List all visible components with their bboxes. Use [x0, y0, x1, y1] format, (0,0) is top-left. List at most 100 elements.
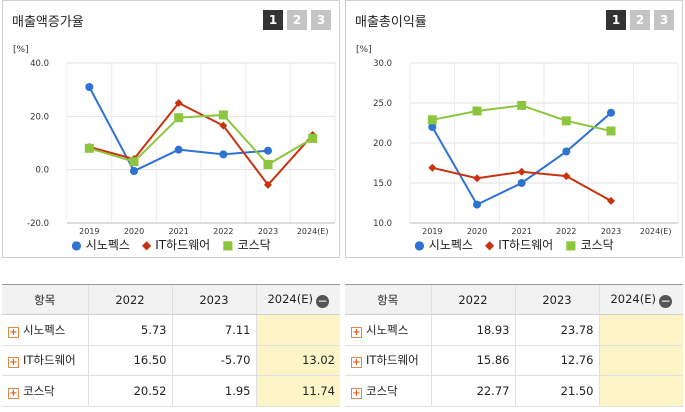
x-tick-label: 2022: [556, 227, 576, 236]
y-unit-label: [%]: [13, 45, 29, 55]
header-item: 항목: [345, 284, 431, 315]
data-point: [264, 146, 272, 155]
collapse-icon[interactable]: −: [316, 293, 329, 308]
series-line: [89, 113, 314, 166]
cell-value: 13.02: [255, 345, 340, 376]
chart-panel-gross-margin: 매출총이익률 1 2 3 [%] 30.0 25.0 20.0 15.0 10.0 2019…: [345, 0, 683, 258]
page-1-button[interactable]: 1: [263, 10, 283, 30]
row-name[interactable]: + 시노펙스: [2, 314, 88, 346]
legend: ● 시노펙스 ◆ IT하드웨어 ■ 코스닥: [3, 236, 339, 253]
x-tick-label: 2020: [467, 227, 487, 236]
y-tick-label: 20.0: [30, 112, 49, 122]
x-tick-label: 2024(E): [640, 227, 672, 236]
data-table-gross-margin: 항목 2022 2023 2024(E) − + 시노펙스 18.93 23.78 …: [345, 284, 683, 407]
data-point: [517, 179, 526, 187]
data-point: [562, 172, 571, 181]
row-label: 코스닥: [366, 383, 398, 398]
row-label: 코스닥: [23, 383, 55, 398]
row-name[interactable]: + 코스닥: [345, 375, 431, 407]
legend: ● 시노펙스 ◆ IT하드웨어 ■ 코스닥: [346, 236, 682, 253]
cell-value: 23.78: [514, 314, 599, 346]
data-point: [174, 113, 184, 123]
data-point: [607, 108, 615, 117]
cell-value: [255, 314, 340, 346]
x-tick-label: 2019: [79, 227, 99, 236]
legend-label: IT하드웨어: [498, 238, 554, 252]
pager: 1 2 3: [263, 10, 331, 30]
data-point: [427, 115, 437, 125]
cell-value: 22.77: [430, 375, 515, 407]
cell-value: 15.86: [430, 345, 515, 376]
row-name[interactable]: + 시노펙스: [345, 314, 431, 346]
chart-panel-sales-growth: 매출액증가율 1 2 3 [%] 40.0 20.0 0.0 -20.0 2019 2020…: [2, 0, 340, 258]
row-name[interactable]: + 코스닥: [2, 375, 88, 407]
x-tick-label: 2021: [168, 227, 188, 236]
data-point: [472, 106, 482, 116]
y-tick-label: 40.0: [30, 59, 49, 69]
data-point: [428, 163, 437, 172]
page-2-button[interactable]: 2: [630, 10, 650, 30]
row-label: 시노펙스: [23, 322, 66, 337]
page-2-button[interactable]: 2: [287, 10, 307, 30]
legend-label: 시노펙스: [428, 238, 473, 252]
table-row: + 코스닥 22.77 21.50: [345, 375, 683, 407]
data-point: [308, 133, 318, 143]
table-row: + 코스닥 20.52 1.95 11.74: [2, 375, 340, 407]
legend-label: IT하드웨어: [155, 238, 211, 252]
square-marker-icon: ■: [222, 237, 234, 252]
data-point: [219, 150, 228, 159]
row-label: 시노펙스: [366, 322, 409, 337]
row-name[interactable]: + IT하드웨어: [345, 345, 431, 376]
cell-value: 1.95: [171, 375, 256, 407]
cell-value: 11.74: [255, 375, 340, 407]
page-1-button[interactable]: 1: [606, 10, 626, 30]
x-tick-label: 2024(E): [297, 227, 329, 236]
row-label: IT하드웨어: [23, 353, 76, 368]
data-point: [130, 167, 138, 175]
line-chart: [%]30.0 25.0 20.0 15.0 10.0 2019 2020 2021 2022 2…: [356, 45, 679, 236]
table-row: + 시노펙스 5.73 7.11: [2, 314, 340, 346]
expand-icon[interactable]: +: [8, 326, 19, 338]
cell-value: [598, 314, 683, 346]
data-point: [264, 180, 272, 189]
circle-marker-icon: ●: [414, 237, 425, 252]
legend-item: ◆ IT하드웨어: [142, 236, 210, 253]
data-point: [562, 147, 571, 156]
data-point: [607, 196, 615, 205]
diamond-marker-icon: ◆: [484, 237, 495, 252]
expand-icon[interactable]: +: [351, 387, 362, 399]
x-tick-label: 2023: [601, 227, 621, 236]
circle-marker-icon: ●: [71, 237, 82, 252]
square-marker-icon: ■: [565, 237, 577, 252]
cell-value: [598, 345, 683, 376]
expand-icon[interactable]: +: [8, 357, 19, 369]
cell-value: 7.11: [171, 314, 256, 346]
legend-label: 코스닥: [580, 238, 614, 252]
table-row: + IT하드웨어 15.86 12.76: [345, 345, 683, 376]
cell-value: 20.52: [87, 375, 172, 407]
expand-icon[interactable]: +: [351, 357, 362, 369]
x-tick-label: 2020: [124, 227, 144, 236]
table-row: + IT하드웨어 16.50 -5.70 13.02: [2, 345, 340, 376]
collapse-icon[interactable]: −: [659, 293, 672, 308]
data-point: [84, 143, 94, 153]
page-3-button[interactable]: 3: [654, 10, 674, 30]
data-point: [85, 83, 94, 91]
header-year-estimate: 2024(E) −: [598, 284, 683, 315]
page-3-button[interactable]: 3: [311, 10, 331, 30]
expand-icon[interactable]: +: [351, 326, 362, 338]
chart-title: 매출액증가율: [12, 15, 84, 30]
legend-label: 시노펙스: [85, 238, 130, 252]
header-label: 2024(E): [267, 291, 313, 306]
legend-item: ◆ IT하드웨어: [485, 236, 553, 253]
expand-icon[interactable]: +: [8, 387, 19, 399]
y-tick-label: 30.0: [373, 59, 392, 69]
y-tick-label: 10.0: [373, 219, 392, 229]
data-point: [174, 99, 183, 107]
chart-title: 매출총이익률: [355, 15, 427, 30]
y-tick-label: 25.0: [373, 99, 392, 109]
cell-value: 18.93: [430, 314, 515, 346]
header-label: 2024(E): [610, 291, 656, 306]
cell-value: 5.73: [87, 314, 172, 346]
row-name[interactable]: + IT하드웨어: [2, 345, 88, 376]
